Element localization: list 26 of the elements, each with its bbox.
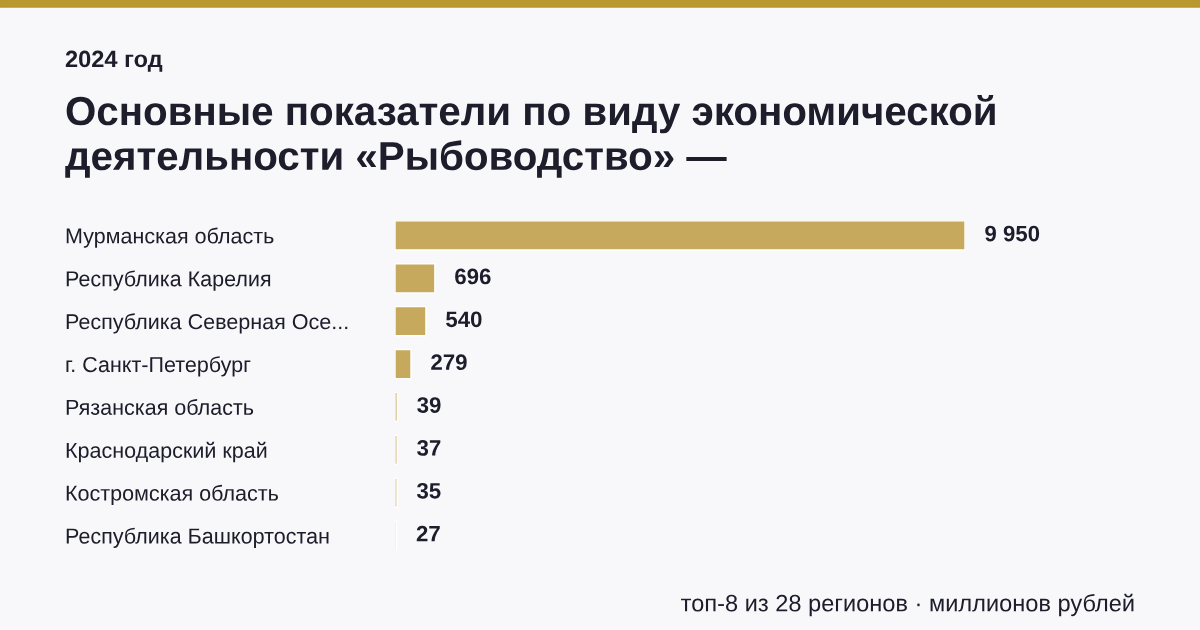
y-tick-label: Республика Карелия — [66, 270, 271, 291]
bar — [395, 263, 436, 294]
data-label: 39 — [417, 397, 441, 413]
y-tick-label: Республика Северная Осе... — [66, 313, 348, 334]
bar — [395, 391, 398, 423]
bar — [395, 348, 412, 380]
y-tick-label: Мурманская область — [66, 227, 274, 248]
y-tick-label: Краснодарский край — [66, 441, 267, 463]
text: 2024 год — [65, 50, 163, 72]
y-tick-label: Рязанская область — [66, 398, 254, 415]
data-label: 279 — [431, 354, 467, 371]
y-tick-label: Костромская область — [66, 484, 278, 506]
data-label: 9 950 — [985, 225, 1040, 242]
y-tick-label: г. Санкт-Петербург — [66, 356, 251, 377]
text: топ-8 из 28 регионов · миллионов рублей — [681, 593, 1134, 617]
bar — [395, 477, 398, 508]
bar — [395, 305, 427, 337]
data-label: 27 — [416, 525, 440, 542]
data-label: 35 — [416, 482, 441, 499]
data-label: 540 — [446, 311, 482, 328]
bar — [395, 434, 398, 466]
chart-title: Основные показатели по виду экономической деятельности «Рыбоводство» — — [65, 95, 995, 178]
data-label: 696 — [455, 268, 491, 285]
data-label: 37 — [417, 440, 441, 456]
bar — [395, 220, 965, 251]
y-tick-label: Республика Башкортостан — [66, 527, 329, 548]
